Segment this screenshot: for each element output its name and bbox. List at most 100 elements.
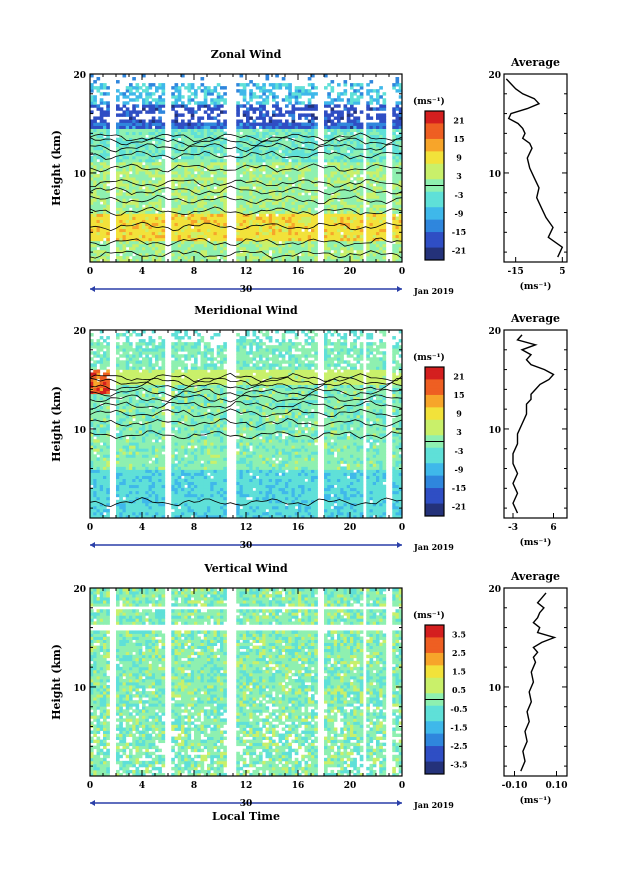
heatmap-cell bbox=[132, 207, 136, 211]
heatmap-cell bbox=[103, 101, 107, 105]
heatmap-cell bbox=[281, 140, 286, 145]
heatmap-cell bbox=[210, 131, 214, 136]
heatmap-cell bbox=[285, 189, 289, 193]
heatmap-cell bbox=[285, 508, 289, 513]
heatmap-cell bbox=[220, 246, 224, 251]
heatmap-cell bbox=[181, 161, 185, 166]
heatmap-cell bbox=[298, 149, 302, 154]
heatmap-cell bbox=[210, 98, 214, 102]
heatmap-cell bbox=[242, 243, 247, 248]
heatmap-cell bbox=[142, 98, 146, 102]
heatmap-cell bbox=[252, 122, 257, 126]
heatmap-cell bbox=[376, 98, 380, 102]
heatmap-cell bbox=[346, 164, 351, 169]
heatmap-cell bbox=[239, 514, 244, 519]
heatmap-cell bbox=[298, 107, 302, 111]
heatmap-cell bbox=[122, 171, 127, 175]
heatmap-cell bbox=[265, 125, 270, 129]
heatmap-cell bbox=[174, 249, 179, 254]
heatmap-cell bbox=[155, 204, 159, 208]
heatmap-cell bbox=[103, 258, 107, 263]
colorbar-segment bbox=[425, 126, 444, 131]
heatmap-cell bbox=[236, 508, 240, 513]
heatmap-cell bbox=[223, 101, 227, 105]
heatmap-cell bbox=[376, 240, 380, 245]
heatmap-cell bbox=[103, 128, 107, 133]
heatmap-cell bbox=[268, 128, 273, 133]
heatmap-cell bbox=[216, 161, 221, 166]
heatmap-cell bbox=[187, 213, 192, 217]
heatmap-cell bbox=[220, 192, 224, 196]
heatmap-cell bbox=[155, 161, 159, 166]
heatmap-cell bbox=[148, 101, 153, 105]
heatmap-cell bbox=[249, 92, 253, 96]
heatmap-cell bbox=[93, 164, 97, 169]
heatmap-cell bbox=[337, 95, 341, 99]
heatmap-cell bbox=[155, 252, 159, 257]
heatmap-cell bbox=[90, 101, 94, 105]
heatmap-cell bbox=[99, 83, 104, 87]
heatmap-cell bbox=[311, 128, 315, 133]
heatmap-cell bbox=[203, 201, 208, 205]
heatmap-cell bbox=[307, 210, 312, 214]
heatmap-cell bbox=[340, 502, 344, 507]
heatmap-cell bbox=[350, 104, 354, 108]
heatmap-cell bbox=[392, 243, 396, 248]
heatmap-cell bbox=[93, 86, 97, 90]
heatmap-cell bbox=[307, 243, 312, 248]
heatmap-cell bbox=[207, 201, 211, 205]
heatmap-cell bbox=[125, 514, 130, 519]
heatmap-cell bbox=[346, 171, 351, 175]
heatmap-cell bbox=[376, 207, 380, 211]
heatmap-cell bbox=[304, 213, 309, 217]
heatmap-cell bbox=[356, 119, 361, 123]
heatmap-cell bbox=[184, 210, 188, 214]
heatmap-cell bbox=[324, 122, 328, 126]
heatmap-cell bbox=[93, 146, 97, 151]
heatmap-cell bbox=[304, 231, 309, 236]
heatmap-cell bbox=[265, 180, 270, 184]
heatmap-cell bbox=[190, 246, 195, 251]
heatmap-cell bbox=[395, 128, 400, 133]
heatmap-cell bbox=[135, 249, 140, 254]
heatmap-cell bbox=[216, 231, 221, 236]
heatmap-cell bbox=[171, 511, 175, 516]
heatmap-cell bbox=[333, 252, 338, 257]
heatmap-cell bbox=[181, 222, 185, 227]
heatmap-cell bbox=[272, 155, 276, 160]
heatmap-cell bbox=[207, 219, 211, 223]
heatmap-cell bbox=[350, 152, 354, 157]
heatmap-cell bbox=[236, 104, 240, 108]
heatmap-cell bbox=[272, 137, 276, 142]
heatmap-cell bbox=[116, 98, 120, 102]
heatmap-cell bbox=[369, 149, 374, 154]
colorbar-segment bbox=[425, 207, 444, 211]
heatmap-cell bbox=[106, 86, 110, 90]
heatmap-cell bbox=[301, 216, 305, 220]
heatmap-cell bbox=[281, 213, 286, 217]
heatmap-cell bbox=[236, 101, 240, 105]
heatmap-cell bbox=[236, 240, 240, 245]
heatmap-cell bbox=[262, 146, 266, 151]
heatmap-cell bbox=[125, 95, 130, 99]
heatmap-cell bbox=[301, 252, 305, 257]
heatmap-cell bbox=[327, 101, 331, 105]
heatmap-cell bbox=[99, 198, 104, 202]
heatmap-cell bbox=[129, 234, 133, 239]
heatmap-cell bbox=[262, 189, 266, 193]
heatmap-cell bbox=[346, 116, 351, 120]
heatmap-cell bbox=[311, 505, 315, 510]
heatmap-cell bbox=[142, 225, 146, 230]
heatmap-cell bbox=[99, 174, 104, 178]
heatmap-cell bbox=[330, 511, 335, 516]
heatmap-cell bbox=[255, 207, 260, 211]
heatmap-cell bbox=[265, 183, 270, 187]
heatmap-cell bbox=[333, 255, 338, 260]
heatmap-cell bbox=[200, 155, 205, 160]
heatmap-cell bbox=[155, 174, 159, 178]
heatmap-cell bbox=[194, 146, 198, 151]
heatmap-cell bbox=[187, 137, 192, 142]
heatmap-cell bbox=[216, 502, 221, 507]
heatmap-cell bbox=[265, 77, 270, 81]
heatmap-cell bbox=[145, 225, 149, 230]
